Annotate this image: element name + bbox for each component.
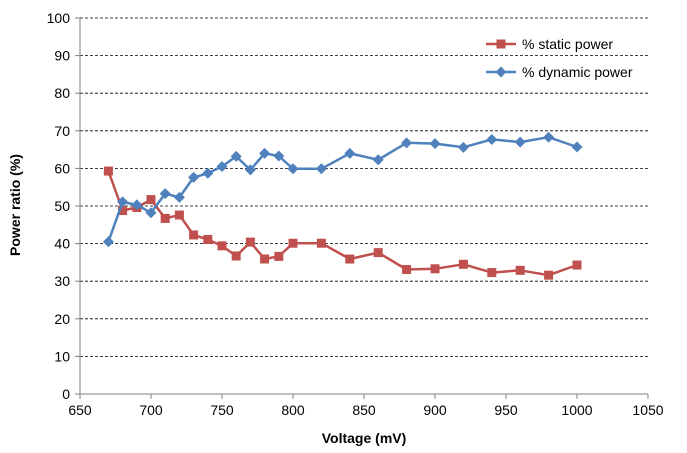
data-point	[571, 141, 583, 153]
data-point	[159, 188, 171, 200]
legend: % static power % dynamic power	[486, 36, 633, 80]
data-point	[259, 147, 271, 159]
data-point	[457, 141, 469, 153]
data-point	[216, 161, 228, 173]
series-line	[107, 135, 578, 243]
data-point	[288, 238, 298, 248]
data-point	[486, 133, 498, 145]
data-point	[217, 241, 227, 251]
data-point	[260, 254, 270, 264]
x-tick-label: 700	[139, 402, 163, 418]
y-tick-label: 80	[54, 85, 70, 101]
data-point	[315, 163, 327, 175]
y-tick-label: 10	[54, 348, 70, 364]
legend-swatch-marker	[496, 39, 506, 49]
x-tick-label: 950	[494, 402, 518, 418]
tick-labels: 0 10 20 30 40 50 60 70 80 90 100 650 700 750 800 850 900…	[47, 10, 664, 418]
data-point	[515, 265, 525, 275]
data-point	[316, 238, 326, 248]
data-point	[372, 154, 384, 166]
data-point	[572, 260, 582, 270]
x-tick-label: 850	[352, 402, 376, 418]
series-line	[107, 170, 578, 277]
legend-label: % static power	[522, 36, 613, 52]
legend-item: % static power	[486, 36, 613, 52]
legend-item: % dynamic power	[486, 64, 633, 80]
y-tick-label: 50	[54, 198, 70, 214]
y-tick-label: 0	[62, 386, 70, 402]
data-point	[458, 259, 468, 269]
data-point	[203, 234, 213, 244]
legend-label: % dynamic power	[522, 64, 633, 80]
data-point	[430, 264, 440, 274]
data-point	[145, 207, 157, 219]
axes	[75, 17, 649, 399]
y-tick-label: 30	[54, 273, 70, 289]
series	[102, 131, 583, 280]
data-point	[160, 213, 170, 223]
data-point	[202, 167, 214, 179]
data-point	[401, 137, 413, 149]
series-0	[103, 166, 582, 280]
data-point	[231, 251, 241, 261]
data-point	[244, 164, 256, 176]
data-point	[274, 251, 284, 261]
data-point	[345, 254, 355, 264]
x-tick-label: 650	[68, 402, 92, 418]
series-1	[102, 131, 583, 248]
x-tick-label: 750	[210, 402, 234, 418]
data-point	[487, 268, 497, 278]
legend-swatch-marker	[495, 66, 507, 78]
data-point	[273, 150, 285, 162]
y-tick-label: 70	[54, 123, 70, 139]
data-point	[118, 206, 128, 216]
data-point	[373, 248, 383, 258]
data-point	[189, 230, 199, 240]
x-tick-label: 1050	[632, 402, 663, 418]
data-point	[188, 171, 200, 183]
data-point	[173, 191, 185, 203]
y-axis-title: Power ratio (%)	[7, 154, 23, 256]
data-point	[230, 150, 242, 162]
y-tick-label: 90	[54, 48, 70, 64]
x-tick-label: 800	[281, 402, 305, 418]
data-point	[287, 163, 299, 175]
data-point	[103, 166, 113, 176]
data-point	[402, 265, 412, 275]
data-point	[131, 199, 143, 211]
x-tick-label: 1000	[561, 402, 592, 418]
data-point	[146, 195, 156, 205]
data-point	[344, 147, 356, 159]
data-point	[514, 136, 526, 148]
y-tick-label: 40	[54, 236, 70, 252]
data-point	[245, 237, 255, 247]
data-point	[429, 138, 441, 150]
data-point	[544, 270, 554, 280]
y-tick-label: 100	[47, 10, 71, 26]
data-point	[543, 131, 555, 143]
data-point	[102, 236, 114, 248]
x-tick-label: 900	[423, 402, 447, 418]
data-point	[174, 210, 184, 220]
y-tick-label: 20	[54, 311, 70, 327]
x-axis-title: Voltage (mV)	[322, 430, 407, 446]
y-tick-label: 60	[54, 160, 70, 176]
data-point	[117, 196, 129, 208]
